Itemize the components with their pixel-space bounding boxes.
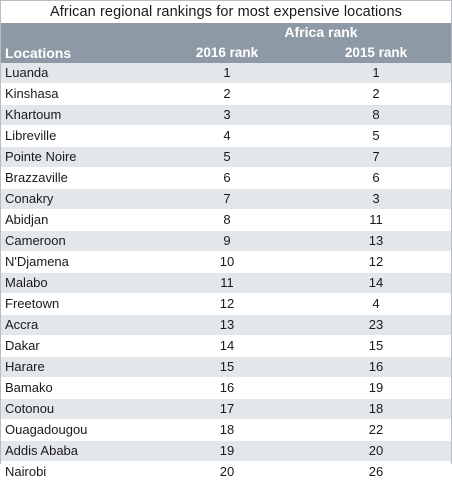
table-header: Africa rank Locations 2016 rank 2015 ran… bbox=[1, 23, 451, 63]
cell-location: Pointe Noire bbox=[5, 149, 77, 164]
cell-location: Dakar bbox=[5, 338, 40, 353]
cell-rank-2015: 2 bbox=[372, 86, 380, 101]
cell-location: Conakry bbox=[5, 191, 54, 206]
cell-rank-2015: 14 bbox=[368, 275, 384, 290]
table-body: Luanda 1 1 Kinshasa 2 2 Khartoum 3 8 Libreville 4 5… bbox=[1, 63, 451, 483]
cell-location: Kinshasa bbox=[5, 86, 59, 101]
cell-location: Abidjan bbox=[5, 212, 49, 227]
cell-location: Harare bbox=[5, 359, 45, 374]
cell-rank-2016: 7 bbox=[223, 191, 231, 206]
cell-rank-2016: 17 bbox=[219, 401, 235, 416]
cell-rank-2015: 20 bbox=[368, 443, 384, 458]
cell-location: Addis Ababa bbox=[5, 443, 79, 458]
cell-rank-2016: 13 bbox=[219, 317, 235, 332]
cell-rank-2015: 8 bbox=[372, 107, 380, 122]
cell-location: Ouagadougou bbox=[5, 422, 88, 437]
cell-rank-2016: 20 bbox=[219, 464, 235, 479]
cell-rank-2016: 15 bbox=[219, 359, 235, 374]
column-header-2016-rank: 2016 rank bbox=[195, 45, 259, 60]
table-row: Libreville 4 5 bbox=[1, 126, 451, 147]
cell-rank-2015: 23 bbox=[368, 317, 384, 332]
cell-rank-2016: 12 bbox=[219, 296, 235, 311]
cell-location: Libreville bbox=[5, 128, 57, 143]
cell-rank-2016: 8 bbox=[223, 212, 231, 227]
cell-location: Luanda bbox=[5, 65, 49, 80]
cell-rank-2015: 12 bbox=[368, 254, 384, 269]
table-row: Dakar 14 15 bbox=[1, 336, 451, 357]
cell-rank-2015: 7 bbox=[372, 149, 380, 164]
table-title: African regional rankings for most expen… bbox=[50, 4, 402, 20]
table-row: N'Djamena 10 12 bbox=[1, 252, 451, 273]
table-row: Cameroon 9 13 bbox=[1, 231, 451, 252]
cell-rank-2015: 13 bbox=[368, 233, 384, 248]
cell-rank-2016: 2 bbox=[223, 86, 231, 101]
cell-rank-2016: 5 bbox=[223, 149, 231, 164]
cell-rank-2016: 19 bbox=[219, 443, 235, 458]
table-row: Ouagadougou 18 22 bbox=[1, 420, 451, 441]
cell-rank-2016: 16 bbox=[219, 380, 235, 395]
cell-rank-2016: 18 bbox=[219, 422, 235, 437]
cell-rank-2015: 19 bbox=[368, 380, 384, 395]
cell-location: Bamako bbox=[5, 380, 53, 395]
cell-rank-2016: 11 bbox=[220, 275, 234, 290]
table-row: Brazzaville 6 6 bbox=[1, 168, 451, 189]
column-header-locations: Locations bbox=[5, 45, 72, 61]
cell-rank-2015: 5 bbox=[372, 128, 380, 143]
cell-location: Cameroon bbox=[5, 233, 66, 248]
table-row: Abidjan 8 11 bbox=[1, 210, 451, 231]
cell-location: Freetown bbox=[5, 296, 60, 311]
cell-location: Malabo bbox=[5, 275, 48, 290]
cell-rank-2015: 3 bbox=[372, 191, 380, 206]
cell-rank-2016: 3 bbox=[223, 107, 231, 122]
cell-rank-2015: 16 bbox=[368, 359, 384, 374]
cell-rank-2016: 10 bbox=[219, 254, 235, 269]
cell-location: Accra bbox=[5, 317, 39, 332]
table-row: Addis Ababa 19 20 bbox=[1, 441, 451, 462]
cell-rank-2015: 15 bbox=[368, 338, 384, 353]
table-row: Kinshasa 2 2 bbox=[1, 84, 451, 105]
table-row: Luanda 1 1 bbox=[1, 63, 451, 84]
cell-location: N'Djamena bbox=[5, 254, 69, 269]
cell-rank-2015: 1 bbox=[372, 65, 380, 80]
table-row: Cotonou 17 18 bbox=[1, 399, 451, 420]
cell-location: Nairobi bbox=[5, 464, 47, 479]
cell-rank-2016: 9 bbox=[223, 233, 231, 248]
table-row: Khartoum 3 8 bbox=[1, 105, 451, 126]
cell-rank-2016: 14 bbox=[219, 338, 235, 353]
table-row: Bamako 16 19 bbox=[1, 378, 451, 399]
table-row: Freetown 12 4 bbox=[1, 294, 451, 315]
table-row: Pointe Noire 5 7 bbox=[1, 147, 451, 168]
cell-rank-2015: 4 bbox=[372, 296, 380, 311]
cell-rank-2015: 6 bbox=[372, 170, 380, 185]
cell-location: Brazzaville bbox=[5, 170, 68, 185]
table-row: Accra 13 23 bbox=[1, 315, 451, 336]
cell-rank-2015: 18 bbox=[368, 401, 384, 416]
cell-rank-2015: 22 bbox=[368, 422, 384, 437]
group-header-africa-rank: Africa rank bbox=[284, 24, 358, 40]
table-row: Malabo 11 14 bbox=[1, 273, 451, 294]
cell-rank-2016: 1 bbox=[223, 65, 231, 80]
column-header-2015-rank: 2015 rank bbox=[344, 45, 408, 60]
cell-location: Cotonou bbox=[5, 401, 55, 416]
cell-rank-2016: 4 bbox=[223, 128, 231, 143]
table-row: Harare 15 16 bbox=[1, 357, 451, 378]
cell-location: Khartoum bbox=[5, 107, 62, 122]
table-row: Conakry 7 3 bbox=[1, 189, 451, 210]
cell-rank-2016: 6 bbox=[223, 170, 231, 185]
cell-rank-2015: 26 bbox=[368, 464, 384, 479]
table-row: Nairobi 20 26 bbox=[1, 462, 451, 483]
cell-rank-2015: 11 bbox=[369, 212, 383, 227]
